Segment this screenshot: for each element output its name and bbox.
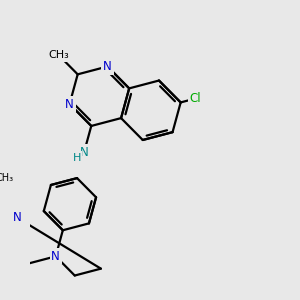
Text: N: N	[103, 60, 112, 73]
Text: Cl: Cl	[189, 92, 201, 105]
Text: N: N	[13, 212, 22, 224]
Text: N: N	[51, 250, 60, 263]
Text: CH₃: CH₃	[0, 173, 14, 183]
Text: H: H	[72, 153, 81, 163]
Text: N: N	[65, 98, 74, 111]
Text: CH₃: CH₃	[48, 50, 69, 60]
Text: N: N	[80, 146, 88, 158]
